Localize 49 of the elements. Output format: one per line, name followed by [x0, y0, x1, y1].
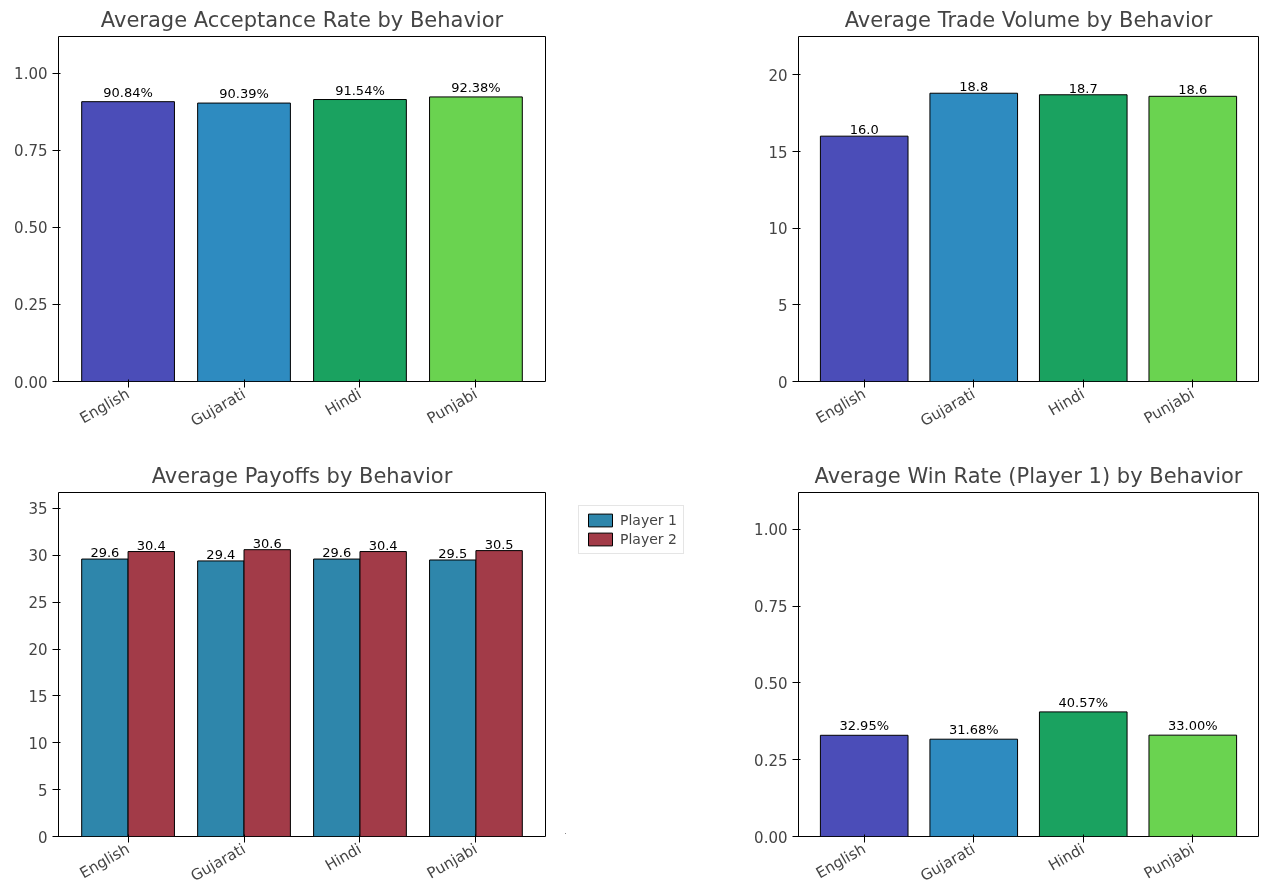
data-label: 91.54% [335, 82, 385, 98]
data-label: 33.00% [1168, 718, 1218, 734]
data-label: 29.6 [322, 545, 352, 561]
chart-title: Average Payoffs by Behavior [151, 463, 453, 488]
y-tick-label: 0.75 [14, 142, 48, 161]
data-label: 90.84% [103, 84, 153, 100]
data-label: 31.68% [948, 722, 999, 738]
y-tick-label: 20 [768, 66, 788, 85]
y-tick-label: 25 [28, 594, 48, 613]
y-tick-label: 0.25 [754, 751, 788, 770]
y-tick-label: 0 [777, 373, 788, 392]
y-tick-label: 10 [28, 734, 48, 753]
y-tick-label: 0.00 [754, 828, 788, 847]
y-tick-label: 0.00 [14, 373, 48, 392]
data-label: 30.5 [484, 536, 514, 552]
y-tick-label: 15 [28, 687, 48, 706]
legend-label: Player 2 [620, 531, 677, 547]
y-tick-label: 1.00 [754, 521, 788, 540]
y-tick-label: 0.25 [14, 296, 48, 315]
chart-title: Average Win Rate (Player 1) by Behavior [814, 463, 1243, 488]
data-label: 18.7 [1068, 80, 1098, 96]
y-tick-label: 0.50 [754, 674, 788, 693]
data-label: 32.95% [839, 718, 890, 734]
data-label: 90.39% [219, 86, 269, 102]
data-label: 30.4 [136, 537, 166, 553]
y-tick-label: 20 [28, 641, 48, 660]
data-label: 30.4 [368, 537, 398, 553]
y-tick-label: 5 [37, 781, 48, 800]
chart-title: Average Trade Volume by Behavior [844, 7, 1213, 32]
y-tick-label: 5 [777, 296, 788, 315]
y-tick-label: 15 [768, 143, 788, 162]
data-label: 92.38% [451, 79, 501, 95]
y-tick-label: 0.50 [14, 219, 48, 238]
data-label: 29.6 [90, 545, 120, 561]
y-tick-label: 10 [768, 220, 788, 239]
data-label: 16.0 [849, 122, 879, 138]
data-label: 18.6 [1178, 82, 1208, 98]
chart-title: Average Acceptance Rate by Behavior [100, 7, 504, 32]
y-tick-label: 1.00 [14, 65, 48, 84]
data-label: 29.5 [438, 545, 468, 561]
data-label: 29.4 [206, 546, 236, 562]
legend-label: Player 1 [620, 512, 677, 528]
data-label: 30.6 [252, 535, 282, 551]
data-label: 40.57% [1058, 694, 1109, 710]
data-label: 18.8 [959, 79, 989, 95]
y-tick-label: 0.75 [754, 598, 788, 617]
y-tick-label: 0 [37, 828, 48, 847]
y-tick-label: 30 [28, 547, 48, 566]
y-tick-label: 35 [28, 500, 48, 519]
